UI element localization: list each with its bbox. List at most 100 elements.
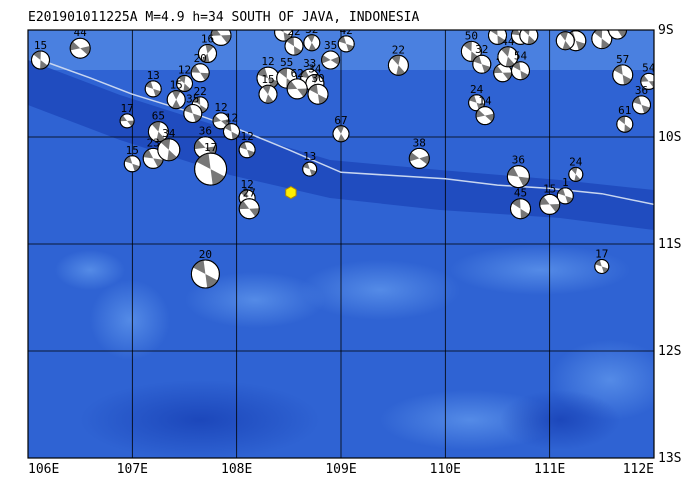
event-depth-label: 36 bbox=[199, 125, 212, 138]
focal-mechanism bbox=[408, 147, 430, 169]
focal-mechanism bbox=[166, 90, 186, 110]
focal-mechanism bbox=[616, 115, 634, 133]
event-depth-label: 42 bbox=[340, 24, 353, 37]
event-depth-label: 27 bbox=[243, 187, 256, 200]
event-depth-label: 65 bbox=[152, 110, 165, 123]
focal-mechanism bbox=[556, 187, 574, 205]
focal-mechanism bbox=[307, 83, 329, 105]
focal-mechanism bbox=[212, 112, 230, 130]
focal-mechanism bbox=[472, 54, 492, 74]
event-depth-label: 62 bbox=[291, 67, 304, 80]
y-axis-labels: 9S 10S 11S 12S 13S bbox=[658, 23, 681, 466]
focal-mechanism bbox=[497, 46, 519, 68]
trench-deep-band bbox=[28, 60, 654, 230]
lon-tick-label: 108E bbox=[221, 462, 252, 477]
focal-mechanism bbox=[157, 138, 181, 162]
focal-mechanism bbox=[539, 193, 561, 215]
event-depth-label: 17 bbox=[204, 141, 217, 154]
focal-mechanism bbox=[632, 95, 651, 115]
event-depth-label: 15 bbox=[543, 182, 556, 195]
focal-mechanism bbox=[506, 165, 530, 189]
focal-mechanism bbox=[284, 36, 304, 56]
event-depth-label: 17 bbox=[120, 102, 133, 115]
event-depth-label: 35 bbox=[186, 93, 199, 106]
event-depth-label: 22 bbox=[392, 43, 405, 56]
focal-mechanism bbox=[594, 259, 610, 274]
focal-mechanism bbox=[69, 37, 91, 59]
lon-tick-label: 110E bbox=[430, 462, 461, 477]
event-depth-label: 13 bbox=[303, 150, 316, 163]
epicenter-marker bbox=[285, 186, 297, 200]
focal-mechanism bbox=[608, 30, 627, 40]
event-depth-label: 5 bbox=[562, 20, 569, 33]
seamount-shallow bbox=[55, 250, 125, 290]
lon-tick-label: 112E bbox=[623, 462, 654, 477]
lat-tick-label: 9S bbox=[658, 23, 674, 38]
event-depth-label: 61 bbox=[618, 104, 631, 117]
event-depth-label: 1 bbox=[562, 176, 569, 189]
event-depth-label: 38 bbox=[413, 136, 426, 149]
focal-mechanism bbox=[31, 50, 50, 70]
event-depth-label: 50 bbox=[514, 14, 527, 27]
focal-mechanism bbox=[176, 75, 193, 92]
bathymetry-background bbox=[28, 30, 654, 458]
event-depth-label: 15 bbox=[261, 73, 274, 86]
event-depth-label: 61 bbox=[569, 19, 582, 32]
event-depth-label: 12 bbox=[225, 112, 238, 125]
map-title: E201901011225A M=4.9 h=34 SOUTH OF JAVA,… bbox=[28, 10, 420, 25]
focal-mechanism bbox=[238, 198, 260, 220]
event-depth-label: 12 bbox=[240, 130, 253, 143]
event-depth-label: 66 bbox=[522, 14, 535, 27]
focal-mechanism bbox=[258, 84, 278, 104]
event-depth-label: 67 bbox=[611, 9, 624, 22]
event-depth-label: 36 bbox=[512, 154, 525, 167]
event-depth-label: 12 bbox=[240, 178, 253, 191]
focal-mechanism bbox=[286, 78, 308, 100]
event-depth-label: 26 bbox=[491, 14, 504, 27]
trench-line bbox=[40, 59, 654, 206]
focal-mechanism bbox=[194, 152, 228, 186]
seamount-shallow bbox=[300, 260, 460, 320]
focal-mechanism bbox=[303, 34, 321, 52]
event-depth-label: 36 bbox=[635, 84, 648, 97]
event-depth-label: 54 bbox=[514, 50, 528, 63]
focal-mechanism bbox=[256, 66, 280, 90]
focal-mechanism bbox=[210, 30, 232, 46]
seamount-shallow bbox=[450, 245, 630, 295]
focal-mechanism bbox=[555, 31, 575, 51]
event-depth-label: 50 bbox=[465, 29, 478, 42]
event-depth-label: 15 bbox=[126, 144, 139, 157]
lat-tick-label: 11S bbox=[658, 237, 681, 252]
event-depth-label: 12 bbox=[178, 64, 191, 77]
event-depth-label: 12 bbox=[214, 101, 227, 114]
lat-tick-label: 12S bbox=[658, 344, 681, 359]
event-depth-label: 12 bbox=[261, 55, 274, 68]
focal-mechanism bbox=[591, 30, 613, 50]
seamount-shallow bbox=[90, 280, 170, 360]
focal-mechanism bbox=[387, 54, 409, 76]
focal-mechanism bbox=[190, 63, 210, 83]
lon-tick-label: 111E bbox=[534, 462, 565, 477]
focal-mechanism bbox=[147, 121, 169, 143]
focal-mechanism bbox=[223, 123, 240, 141]
event-depth-label: 32 bbox=[305, 23, 318, 36]
focal-mechanism bbox=[510, 198, 531, 220]
event-depth-label: 56 bbox=[595, 17, 608, 30]
focal-mechanism bbox=[183, 104, 203, 123]
event-depth-label: 32 bbox=[475, 43, 488, 56]
event-depth-label: 45 bbox=[514, 187, 527, 200]
event-depth-label: 24 bbox=[569, 155, 583, 168]
event-depth-label: 24 bbox=[470, 83, 484, 96]
lon-tick-label: 106E bbox=[28, 462, 59, 477]
focal-mechanism bbox=[468, 94, 486, 112]
event-depth-label: 22 bbox=[287, 25, 300, 38]
focal-mechanism bbox=[238, 141, 256, 159]
event-depth-label: 15 bbox=[170, 79, 183, 92]
event-depth-label: 15 bbox=[34, 39, 47, 52]
deep-basin bbox=[500, 390, 620, 450]
focal-mechanism bbox=[321, 50, 341, 70]
event-depth-label: 13 bbox=[147, 69, 160, 82]
focal-mechanism bbox=[190, 259, 220, 289]
